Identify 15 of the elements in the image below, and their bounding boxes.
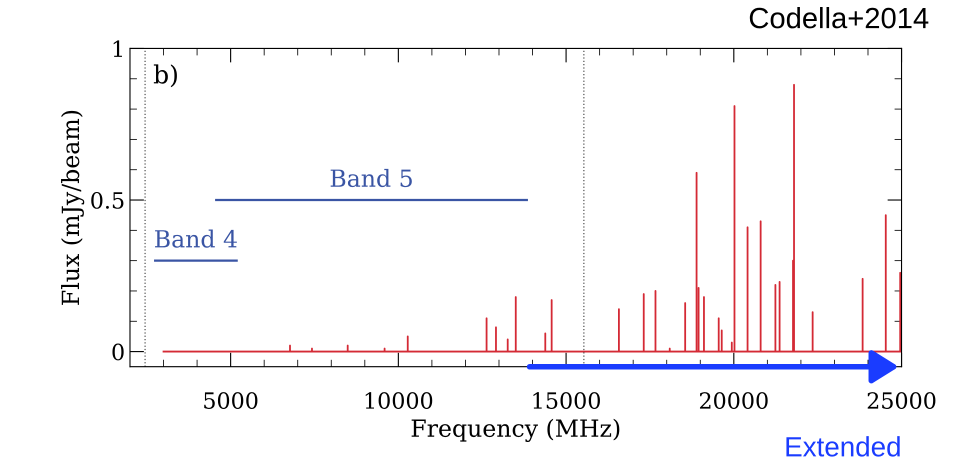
x-tick-label: 10000 <box>366 392 432 409</box>
x-tick-label: 20000 <box>700 392 768 409</box>
series-label: Band 5 <box>330 168 412 188</box>
y-tick-label: 1 <box>114 40 122 57</box>
series-label: Band 4 <box>155 229 237 248</box>
y-axis-title: Flux (mJy/beam) <box>61 110 84 305</box>
text: Codella+2014 <box>750 6 928 28</box>
x-axis-title: Frequency (MHz) <box>412 418 620 442</box>
y-tick-label: 0 <box>112 344 124 360</box>
x-tick-label: 25000 <box>868 392 936 409</box>
x-tick-label: 15000 <box>533 392 600 409</box>
y-tick-label: 0.5 <box>91 192 124 209</box>
x-tick-label: 5000 <box>204 392 258 409</box>
annotation: b) <box>154 64 177 88</box>
text: Extended <box>786 436 900 457</box>
